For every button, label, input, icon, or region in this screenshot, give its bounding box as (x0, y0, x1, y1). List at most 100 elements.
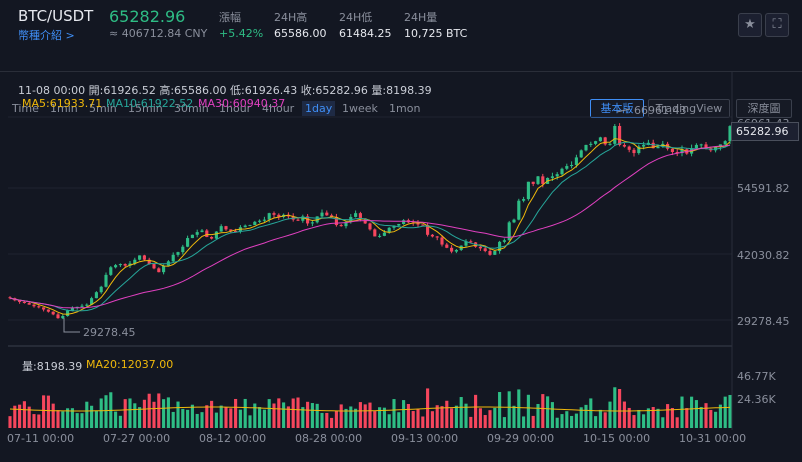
volume-bar (406, 403, 410, 428)
volume-bar (718, 404, 722, 428)
candle-body (176, 252, 180, 255)
candle-body (114, 265, 118, 268)
interval-5min[interactable]: 5min (89, 102, 117, 115)
volume-bar (8, 416, 12, 428)
cny-price: ≈ 406712.84 CNY (109, 27, 208, 40)
x-tick-4: 08-28 00:00 (295, 432, 363, 445)
volume-bar (666, 404, 670, 428)
interval-15min[interactable]: 15min (128, 102, 163, 115)
volume-bar (306, 401, 310, 428)
interval-1mon[interactable]: 1mon (389, 102, 421, 115)
candle-body (579, 150, 583, 158)
volume-bar (176, 401, 180, 428)
candle-body (138, 255, 142, 260)
candle-body (728, 126, 732, 142)
volume-bar (133, 403, 137, 428)
candle-body (358, 213, 362, 219)
volume-bar (579, 407, 583, 428)
candle-body (694, 144, 698, 149)
candle-body (70, 307, 74, 311)
interval-1hour[interactable]: 1hour (219, 102, 252, 115)
volume-bar (334, 410, 338, 428)
candle-body (51, 311, 55, 315)
candle-body (229, 229, 233, 232)
fullscreen-icon[interactable]: ⛶ (765, 13, 789, 37)
volume-bar (267, 399, 271, 428)
candle-body (517, 200, 521, 220)
candle-body (109, 267, 113, 275)
price-tick-3: 42030.82 (737, 249, 790, 262)
candle-body (354, 213, 358, 217)
volume-bar (651, 407, 655, 428)
interval-1week[interactable]: 1week (342, 102, 378, 115)
candle-body (133, 259, 137, 264)
candle-body (186, 238, 190, 247)
volume-bar (411, 411, 415, 428)
volume-bar (675, 417, 679, 428)
candle-body (536, 176, 540, 184)
candle-body (378, 235, 382, 237)
candle-body (296, 219, 300, 221)
volume-bar (301, 407, 305, 428)
candle-body (642, 144, 646, 147)
volume-bar (512, 405, 516, 428)
candle-body (171, 254, 175, 262)
volume-bar (291, 398, 295, 428)
volume-bar (123, 399, 127, 428)
candle-body (426, 225, 430, 235)
volume-bar (656, 408, 660, 428)
candle-body (99, 286, 103, 293)
x-tick-7: 10-15 00:00 (583, 432, 651, 445)
candle-body (334, 216, 338, 226)
view-depth-button[interactable]: 深度圖 (736, 99, 792, 118)
high-annotation: 66961.43 (634, 104, 687, 117)
star-icon[interactable]: ★ (738, 13, 762, 37)
candle-body (27, 303, 31, 305)
volume-bar (61, 411, 65, 428)
volume-bar (349, 406, 353, 428)
candle-body (675, 151, 679, 154)
volume-bar (642, 414, 646, 428)
volume-bar (138, 407, 142, 428)
volume-bar (709, 409, 713, 428)
candle-body (66, 310, 70, 317)
stat-volume-label: 24H量 (404, 11, 438, 24)
coin-intro-link[interactable]: 幣種介紹 > (18, 29, 75, 42)
volume-bar (618, 388, 622, 428)
candle-body (224, 226, 228, 230)
stat-high-value: 65586.00 (274, 27, 327, 40)
volume-bar (330, 417, 334, 428)
candle-body (234, 231, 238, 233)
volume-bar (157, 393, 161, 428)
view-basic-button[interactable]: 基本版 (590, 99, 644, 118)
candle-body (243, 225, 247, 228)
candle-body (570, 164, 574, 167)
volume-bar (320, 412, 324, 428)
volume-bar (32, 414, 36, 428)
volume-bar (224, 407, 228, 428)
interval-time[interactable]: Time (12, 102, 39, 115)
volume-bar (162, 399, 166, 428)
candle-body (90, 298, 94, 305)
interval-1day[interactable]: 1day (302, 101, 336, 116)
interval-30min[interactable]: 30min (174, 102, 209, 115)
volume-bar (90, 405, 94, 428)
volume-bar (166, 397, 170, 428)
grid-lines (8, 116, 732, 321)
volume-bar (142, 399, 146, 428)
volume-bar (190, 404, 194, 428)
toolbar-divider (0, 71, 802, 72)
candle-body (56, 314, 60, 319)
view-tradingview-button[interactable]: TradingView (648, 99, 730, 118)
volume-bars (8, 387, 732, 428)
candle-body (32, 304, 36, 307)
candle-body (589, 143, 593, 145)
volume-bar (632, 415, 636, 428)
volume-bar (378, 407, 382, 428)
interval-1min[interactable]: 1min (50, 102, 78, 115)
volume-bar (387, 414, 391, 428)
interval-4hour[interactable]: 4hour (262, 102, 295, 115)
candle-body (373, 229, 377, 237)
interval-toolbar: Time 1min 5min 15min 30min 1hour 4hour 1… (0, 49, 802, 118)
